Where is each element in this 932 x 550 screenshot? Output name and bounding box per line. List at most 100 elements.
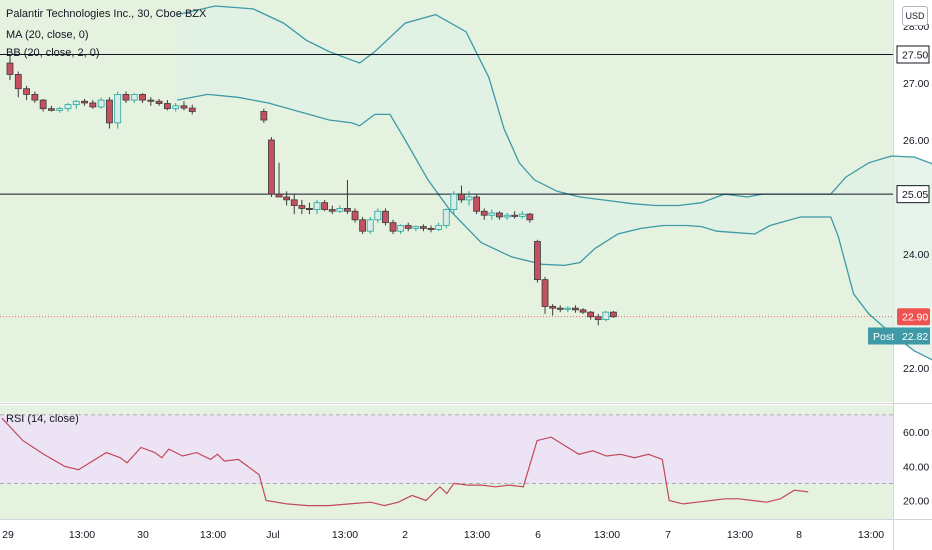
rsi-line — [1, 417, 809, 507]
candle — [298, 199, 306, 215]
candle — [351, 208, 359, 223]
candle — [89, 100, 97, 109]
candle — [503, 212, 511, 220]
candle — [14, 71, 22, 98]
candle — [139, 93, 146, 103]
candle-body-down — [572, 307, 579, 311]
candle-body-down — [420, 226, 427, 229]
candle — [579, 308, 587, 314]
candle-body-up — [114, 94, 122, 124]
candle — [180, 101, 188, 111]
candle — [275, 162, 283, 198]
candle-body-up — [56, 108, 64, 111]
candle — [442, 208, 450, 229]
candle — [163, 100, 171, 111]
candle-body-down — [122, 94, 130, 101]
candle-body-down — [473, 196, 481, 212]
candle-body-up — [442, 209, 450, 226]
candle-body-up — [503, 214, 511, 218]
time-tick-label: 6 — [535, 529, 541, 541]
level-price-box — [896, 185, 930, 204]
candle — [155, 98, 163, 106]
time-tick-label: 7 — [665, 529, 671, 541]
price-tick-label: 24.00 — [903, 249, 929, 261]
candle-body-up — [336, 207, 344, 212]
candle — [389, 219, 397, 235]
candle — [64, 102, 72, 112]
candle-body-down — [14, 74, 22, 90]
candle — [56, 106, 64, 113]
candle-body-down — [328, 209, 336, 212]
candle — [397, 224, 405, 235]
candle-body-up — [412, 226, 420, 229]
candle-body-down — [23, 88, 30, 95]
rsi-tick-label: 40.00 — [903, 461, 929, 473]
candle-body-down — [275, 193, 283, 198]
ma-legend[interactable]: MA (20, close, 0) — [6, 29, 89, 41]
candle — [473, 194, 481, 215]
candle-body-down — [39, 99, 47, 110]
candle-body-down — [359, 219, 367, 232]
candle — [518, 211, 526, 219]
candle — [549, 304, 557, 316]
post-tag — [868, 327, 897, 345]
candle — [290, 194, 298, 215]
candle-body-down — [48, 108, 55, 111]
candle-body-up — [97, 99, 105, 108]
candle-body-down — [290, 199, 298, 206]
last-price-tag — [897, 308, 930, 326]
level-price-label: 27.50 — [902, 50, 928, 62]
candle-body-down — [587, 311, 595, 318]
candle — [122, 91, 130, 103]
bb-legend[interactable]: BB (20, close, 2, 0) — [6, 47, 100, 59]
candle — [336, 205, 344, 213]
candle-body-down — [382, 210, 389, 224]
candle — [412, 225, 420, 232]
candle-body-up — [313, 202, 321, 210]
rsi-tick-label: 60.00 — [903, 427, 929, 439]
candle-body-down — [480, 210, 488, 216]
rsi-legend[interactable]: RSI (14, close) — [6, 413, 79, 425]
candle-body-down — [298, 205, 306, 209]
candle-body-down — [81, 100, 88, 104]
candle — [344, 179, 351, 215]
candle — [458, 185, 465, 203]
candle-body-up — [450, 193, 458, 210]
time-tick-label: 13:00 — [594, 529, 620, 541]
time-tick-label: Jul — [266, 529, 279, 541]
currency-badge[interactable]: USD — [902, 6, 928, 26]
level-price-box — [896, 45, 930, 64]
candle-body-up — [465, 196, 473, 201]
candle-body-up — [374, 210, 382, 221]
candle — [268, 137, 275, 197]
candle-body-down — [188, 107, 196, 112]
candle — [420, 224, 427, 232]
candle-body-up — [435, 225, 443, 230]
bb-upper-line — [177, 5, 932, 207]
candle — [313, 199, 321, 215]
candle-body-up — [366, 219, 374, 232]
candle-body-down — [180, 105, 188, 109]
price-tick-label: 26.00 — [903, 135, 929, 147]
candle — [359, 216, 367, 235]
symbol-legend[interactable]: Palantir Technologies Inc., 30, Cboe BZX — [6, 8, 207, 20]
candle — [488, 209, 496, 220]
candle-body-down — [163, 103, 171, 110]
candle — [556, 305, 564, 313]
price-tick-label: 22.00 — [903, 363, 929, 375]
candle — [260, 108, 268, 123]
candle-body-down — [306, 207, 313, 210]
candle-body-down — [155, 100, 163, 104]
candle-body-up — [602, 311, 610, 320]
candle — [23, 85, 30, 101]
candle — [130, 93, 138, 103]
candle-body-down — [496, 212, 503, 218]
bb-fill — [177, 6, 932, 360]
candle — [31, 91, 39, 103]
candle-body-down — [579, 309, 587, 313]
candle-body-down — [526, 213, 534, 221]
candle-body-down — [549, 306, 557, 309]
rsi-tick-label: 20.00 — [903, 496, 929, 508]
candle — [534, 239, 541, 283]
